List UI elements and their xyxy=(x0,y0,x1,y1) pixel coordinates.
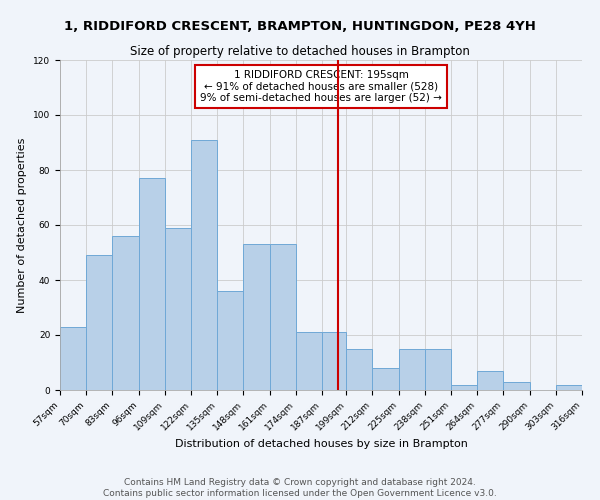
Y-axis label: Number of detached properties: Number of detached properties xyxy=(17,138,28,312)
Bar xyxy=(322,332,346,390)
Bar xyxy=(477,371,503,390)
Bar xyxy=(165,228,191,390)
Bar xyxy=(244,244,269,390)
Bar xyxy=(346,349,373,390)
Bar xyxy=(425,349,451,390)
Text: 1 RIDDIFORD CRESCENT: 195sqm
← 91% of detached houses are smaller (528)
9% of se: 1 RIDDIFORD CRESCENT: 195sqm ← 91% of de… xyxy=(200,70,442,103)
Bar xyxy=(398,349,425,390)
Bar xyxy=(269,244,296,390)
Bar xyxy=(296,332,322,390)
Bar xyxy=(112,236,139,390)
Bar xyxy=(556,384,582,390)
Bar xyxy=(503,382,530,390)
Bar xyxy=(139,178,165,390)
Bar xyxy=(191,140,217,390)
Bar xyxy=(217,291,244,390)
Bar xyxy=(373,368,398,390)
Bar xyxy=(86,255,112,390)
Text: 1, RIDDIFORD CRESCENT, BRAMPTON, HUNTINGDON, PE28 4YH: 1, RIDDIFORD CRESCENT, BRAMPTON, HUNTING… xyxy=(64,20,536,33)
Text: Contains HM Land Registry data © Crown copyright and database right 2024.
Contai: Contains HM Land Registry data © Crown c… xyxy=(103,478,497,498)
Bar xyxy=(451,384,477,390)
Text: Size of property relative to detached houses in Brampton: Size of property relative to detached ho… xyxy=(130,45,470,58)
X-axis label: Distribution of detached houses by size in Brampton: Distribution of detached houses by size … xyxy=(175,439,467,449)
Bar xyxy=(60,327,86,390)
